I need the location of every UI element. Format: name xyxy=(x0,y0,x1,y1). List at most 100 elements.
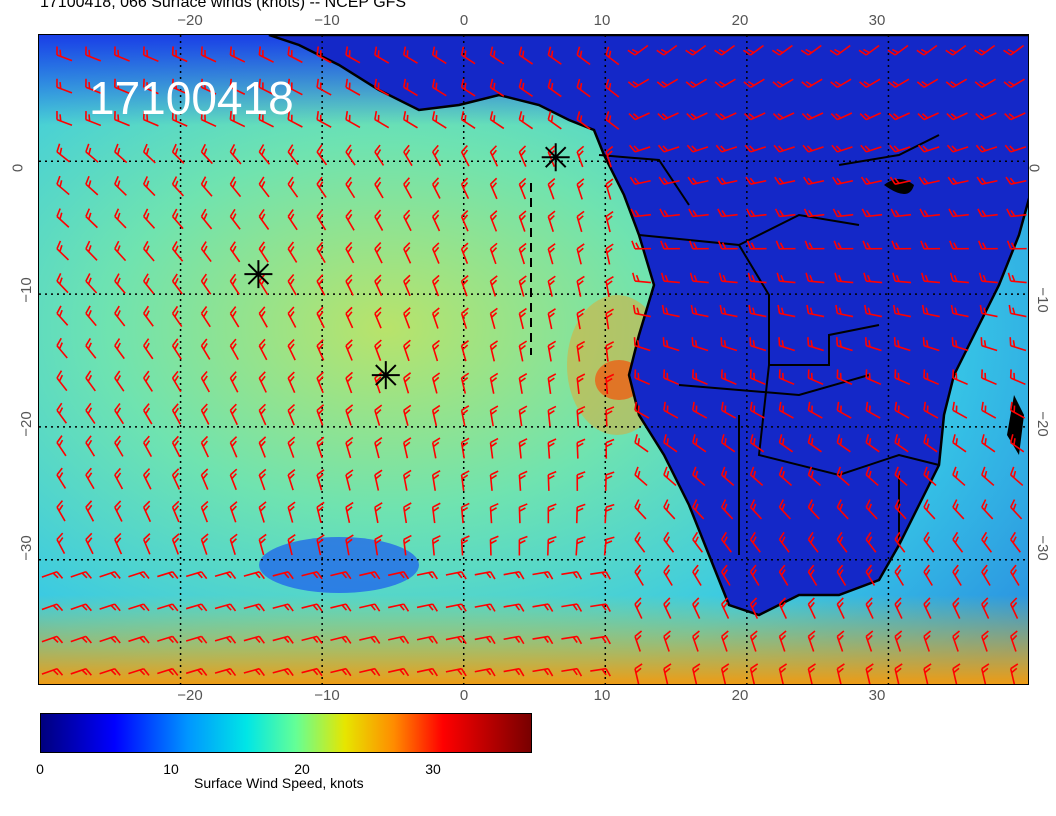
wind-barb xyxy=(1006,240,1027,250)
wind-barb xyxy=(258,403,267,426)
wind-barb xyxy=(243,635,265,644)
wind-barb xyxy=(345,534,354,556)
wind-barb xyxy=(185,635,208,644)
wind-barb xyxy=(56,500,66,522)
wind-barb xyxy=(200,403,210,425)
wind-barb xyxy=(287,46,303,64)
wind-barb xyxy=(663,369,679,386)
wind-barb xyxy=(85,273,98,294)
wind-barb xyxy=(865,663,874,684)
wind-map[interactable]: 17100418 xyxy=(38,34,1029,685)
wind-barb xyxy=(301,635,323,644)
wind-barb xyxy=(576,275,585,297)
wind-barb xyxy=(345,274,354,296)
wind-barb xyxy=(474,571,496,580)
wind-barb xyxy=(403,437,412,459)
wind-barb xyxy=(576,471,586,491)
wind-barb xyxy=(981,630,989,652)
wind-barb xyxy=(894,630,903,652)
lake-victoria xyxy=(884,179,914,194)
lat-tick-right: −10 xyxy=(1034,287,1052,313)
wind-barb xyxy=(388,571,410,580)
wind-barb xyxy=(916,78,939,88)
wind-barb xyxy=(214,667,237,677)
wind-barb xyxy=(70,571,92,579)
wind-barb xyxy=(85,175,99,196)
wind-barb xyxy=(229,371,239,393)
wind-barb xyxy=(143,338,154,360)
wind-barb xyxy=(778,434,794,453)
wind-barb xyxy=(836,630,845,652)
wind-barb xyxy=(633,337,651,352)
wind-barb xyxy=(605,46,620,66)
wind-barb xyxy=(532,603,554,612)
wind-barb xyxy=(403,404,412,426)
wind-barb xyxy=(656,78,679,88)
wind-barb xyxy=(686,112,708,121)
wind-barb xyxy=(749,597,759,619)
wind-barb xyxy=(923,597,932,619)
wind-barb xyxy=(719,304,738,318)
wind-barb xyxy=(403,372,412,394)
wind-barb xyxy=(431,372,441,394)
wind-barb xyxy=(200,46,217,63)
wind-barb xyxy=(864,337,882,352)
wind-barb xyxy=(692,434,707,453)
wind-barb xyxy=(894,597,903,619)
wind-barb xyxy=(772,78,794,88)
wind-barb xyxy=(657,144,680,153)
wind-barb xyxy=(460,340,469,362)
wind-barb xyxy=(749,369,766,386)
lon-tick-top: 30 xyxy=(868,12,886,29)
wind-barb xyxy=(976,176,998,185)
wind-barb xyxy=(660,272,680,284)
wind-barb xyxy=(663,466,677,487)
wind-barb xyxy=(431,209,441,232)
wind-barb xyxy=(803,208,825,218)
wind-barb xyxy=(345,404,354,426)
wind-barb xyxy=(923,466,937,487)
wind-barb xyxy=(374,502,383,524)
wind-barb xyxy=(865,630,874,652)
wind-barb xyxy=(388,603,410,612)
wind-barb xyxy=(287,468,296,491)
wind-barb xyxy=(575,503,586,524)
wind-barb xyxy=(945,78,968,88)
wind-barb xyxy=(547,78,562,98)
wind-barb xyxy=(330,571,352,580)
wind-barb xyxy=(861,208,883,218)
wind-barb xyxy=(923,531,935,553)
wind-barb xyxy=(518,503,528,524)
wind-barb xyxy=(229,241,241,263)
wind-barb xyxy=(142,208,156,229)
wind-barb xyxy=(952,597,961,619)
wind-barb xyxy=(287,78,303,96)
wind-barb xyxy=(56,78,73,94)
wind-barb xyxy=(836,466,850,487)
colorbar-tick: 0 xyxy=(36,761,44,777)
wind-barb xyxy=(345,111,361,129)
wind-barb xyxy=(56,435,67,457)
wind-barb xyxy=(345,46,361,64)
wind-barb xyxy=(258,436,267,458)
wind-barb xyxy=(547,308,556,330)
wind-barb xyxy=(1003,78,1025,88)
map-canvas[interactable] xyxy=(39,35,1029,685)
wind-barb xyxy=(258,176,270,198)
wind-barb xyxy=(518,78,534,98)
wind-barb xyxy=(403,177,413,199)
wind-barb xyxy=(800,44,822,56)
wind-barb xyxy=(374,437,383,459)
wind-barb xyxy=(114,305,126,327)
wind-barb xyxy=(200,468,209,490)
wind-barb xyxy=(807,630,816,652)
wind-barb xyxy=(403,274,411,297)
wind-barb xyxy=(659,208,680,218)
wind-barb xyxy=(489,46,505,65)
wind-barb xyxy=(403,242,412,264)
wind-barb xyxy=(171,468,181,490)
wind-barb xyxy=(807,369,824,386)
wind-barb xyxy=(663,434,678,453)
wind-barb xyxy=(547,340,557,362)
wind-barb xyxy=(1003,44,1025,56)
